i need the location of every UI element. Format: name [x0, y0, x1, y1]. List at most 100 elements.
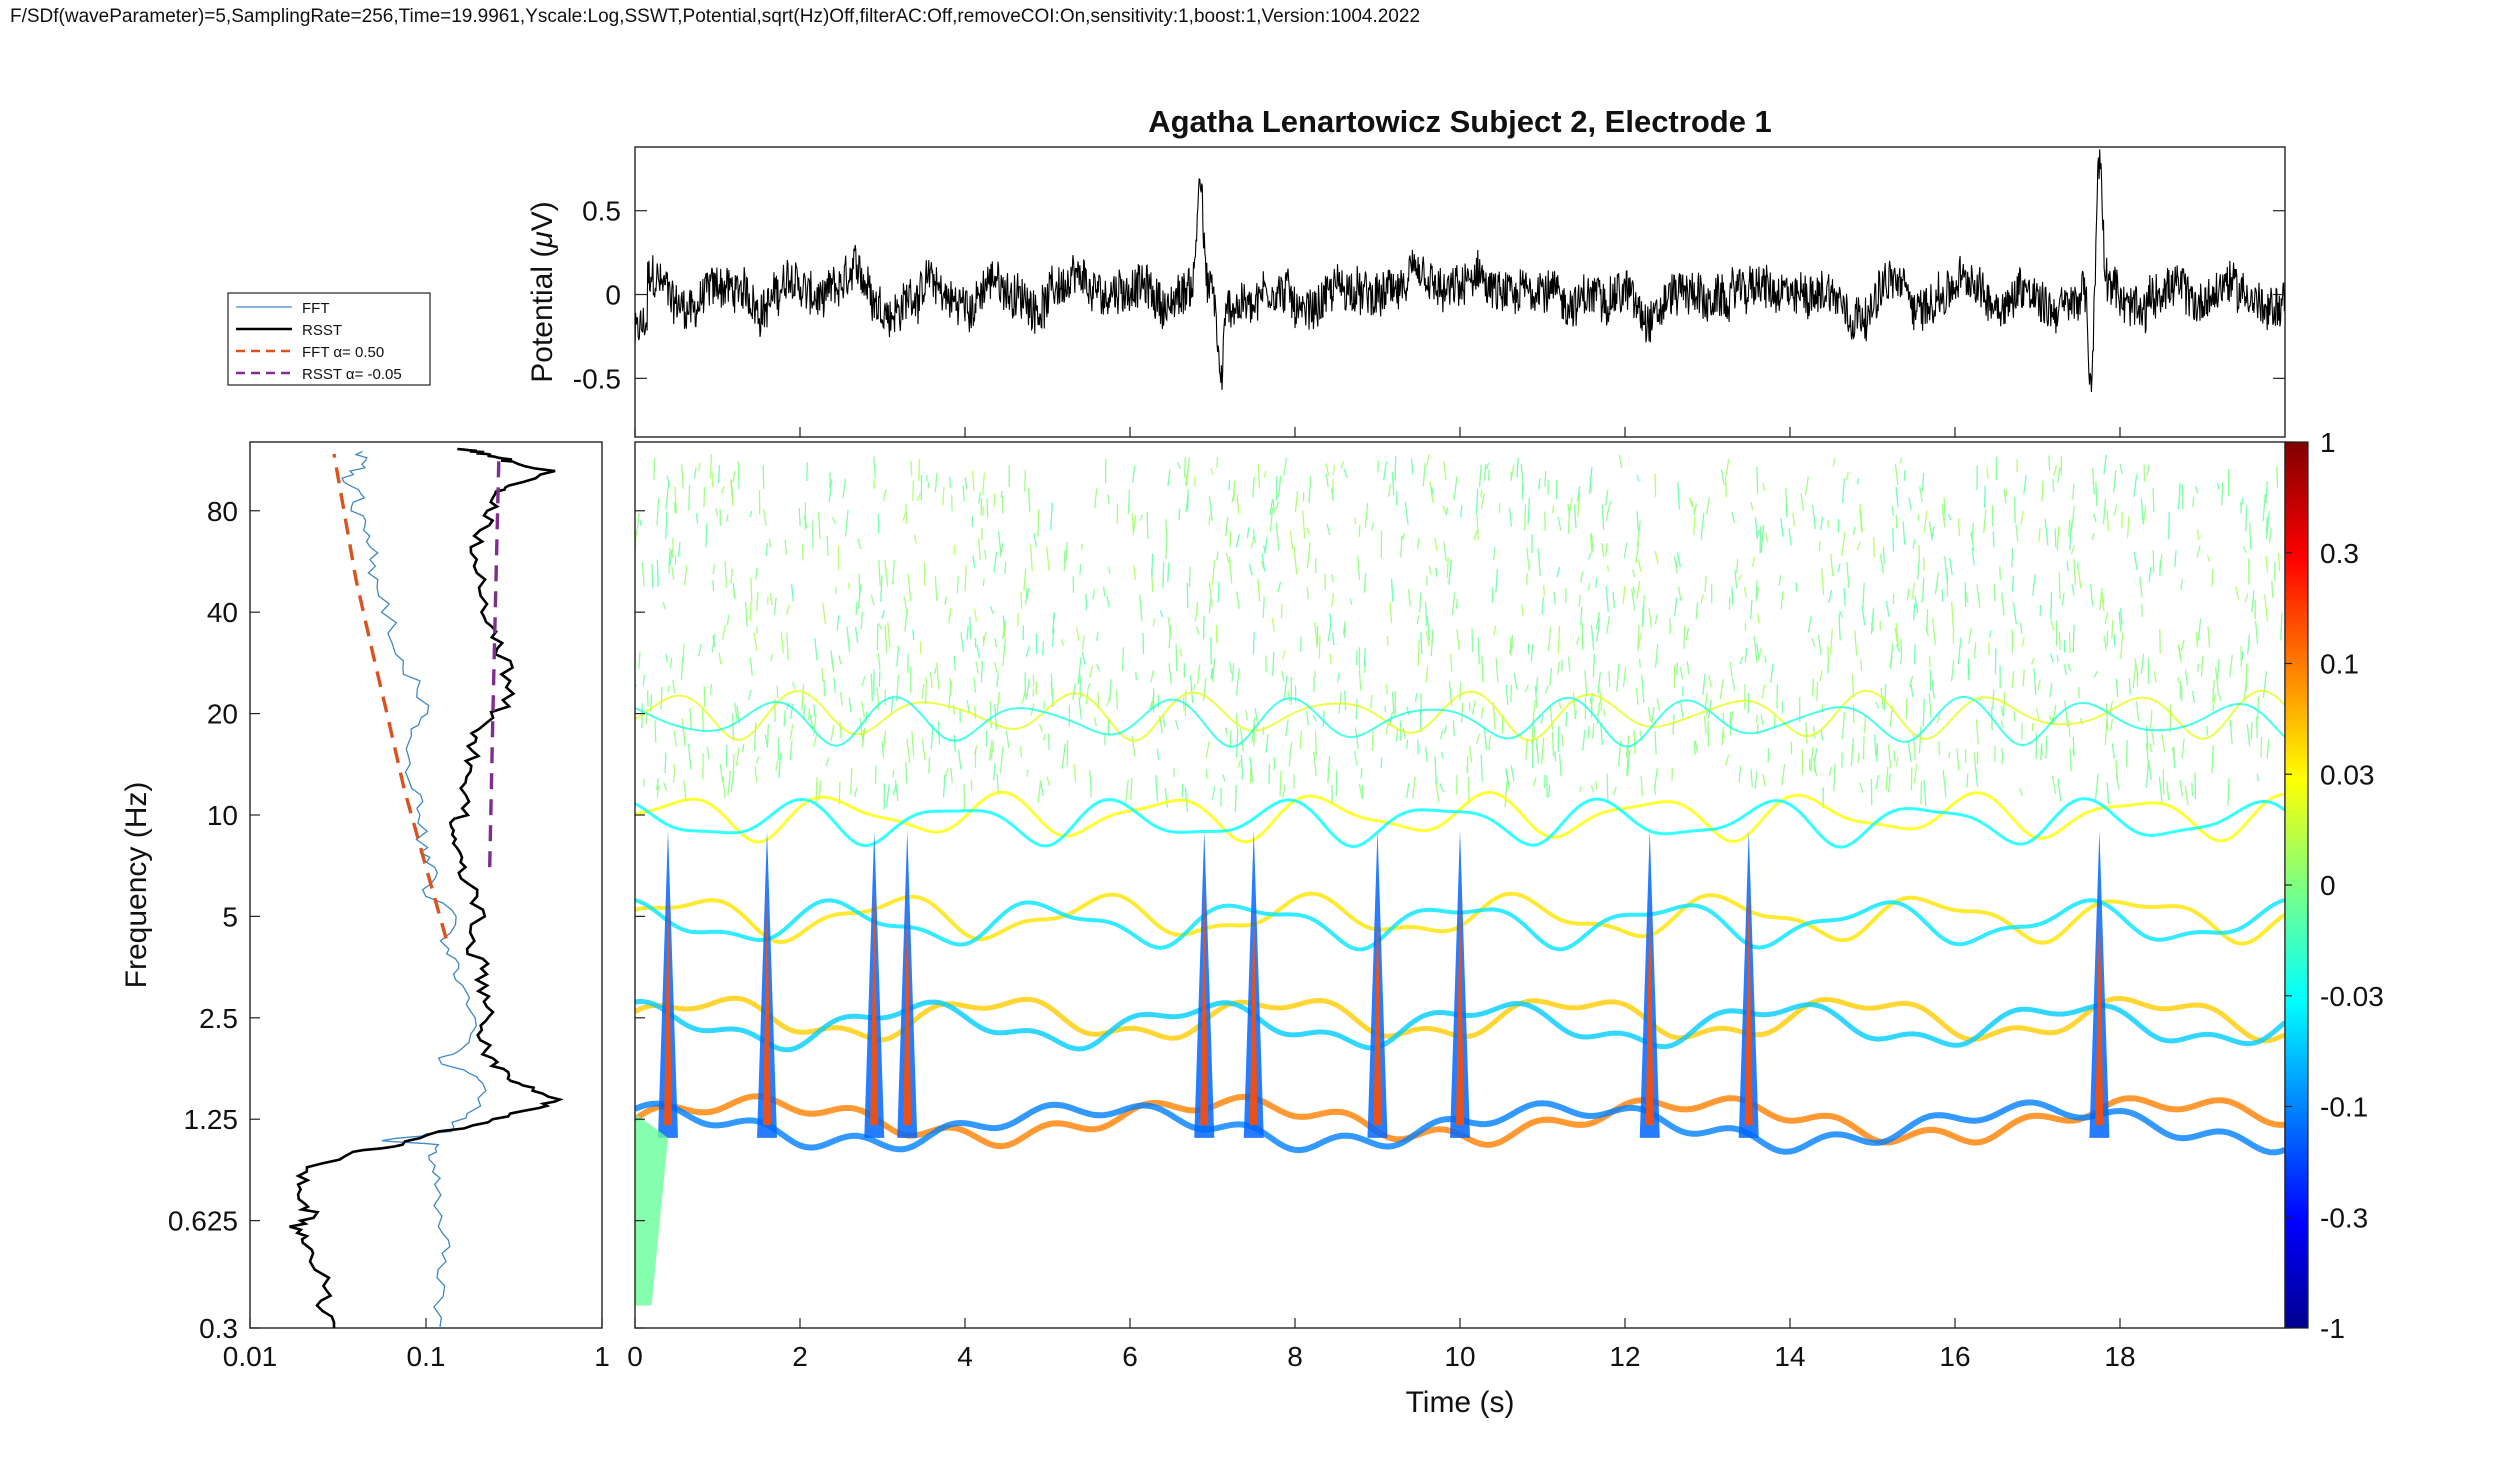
sswt-streak	[1132, 465, 1136, 483]
sswt-streak	[2181, 738, 2185, 759]
sswt-streak	[2169, 704, 2172, 733]
sswt-streak	[1906, 588, 1910, 600]
sswt-streak	[2032, 574, 2037, 596]
sswt-streak	[726, 614, 730, 626]
sswt-streak	[1608, 671, 1611, 687]
sswt-streak	[2143, 464, 2146, 482]
sswt-streak	[1677, 586, 1682, 602]
sswt-streak	[1306, 542, 1311, 569]
sswt-streak	[1567, 507, 1571, 534]
sswt-streak	[885, 784, 890, 807]
sswt-streak	[1612, 591, 1616, 609]
sswt-streak	[1900, 657, 1903, 664]
sswt-streak	[1390, 578, 1394, 602]
sswt-streak	[1239, 728, 1245, 752]
sswt-streak	[1811, 678, 1815, 696]
sswt-streak	[1561, 734, 1564, 748]
legend-label: RSST α= -0.05	[302, 366, 402, 383]
sswt-streak	[1986, 467, 1989, 479]
sswt-streak	[1061, 743, 1066, 769]
sswt-streak	[1107, 566, 1111, 575]
sswt-streak	[1001, 495, 1004, 514]
sswt-streak	[2264, 594, 2269, 622]
sswt-streak	[1579, 571, 1584, 583]
sswt-streak	[1005, 730, 1010, 749]
sswt-streak	[1442, 505, 1447, 515]
sswt-streak	[1025, 587, 1028, 605]
sswt-streak	[1926, 609, 1929, 632]
sswt-streak	[1626, 750, 1631, 776]
sswt-streak	[2040, 743, 2043, 756]
sswt-streak	[1234, 785, 1237, 812]
sswt-streak	[1526, 547, 1531, 572]
sswt-streak	[1928, 693, 1932, 719]
spectrum-xtick-label: 0.1	[407, 1341, 446, 1372]
sswt-streak	[1235, 668, 1240, 696]
legend: FFT RSST FFT α= 0.50 RSST α= -0.05	[227, 292, 431, 386]
sswt-burst-core	[870, 889, 879, 1126]
sswt-streak	[1957, 518, 1961, 537]
sswt-streak	[942, 774, 946, 798]
sswt-streak	[801, 684, 805, 711]
sswt-streak	[698, 643, 702, 657]
sswt-streak	[2251, 590, 2255, 613]
sswt-streak	[2056, 525, 2060, 551]
sswt-streak	[1371, 522, 1375, 531]
sswt-streak	[2011, 575, 2015, 592]
sswt-streak	[813, 704, 816, 717]
sswt-streak	[1605, 585, 1609, 613]
sswt-streak	[957, 749, 962, 770]
sswt-streak	[1540, 714, 1545, 724]
sswt-streak	[1759, 526, 1762, 554]
sswt-streak	[671, 566, 675, 580]
spectrum-xtick-label: 0.01	[223, 1341, 278, 1372]
sswt-streak	[1544, 470, 1547, 487]
sswt-xtick-label: 18	[2104, 1341, 2135, 1372]
sswt-streak	[1556, 566, 1561, 578]
sswt-streak	[2271, 580, 2274, 598]
spectrum-xtick-label: 1	[594, 1341, 610, 1372]
sswt-streak	[672, 679, 676, 694]
colorbar-tick-label: 1	[2320, 427, 2336, 458]
sswt-streak	[1622, 586, 1626, 604]
sswt-streak	[880, 575, 883, 603]
sswt-streak	[924, 677, 927, 705]
sswt-streak	[2126, 516, 2130, 538]
sswt-streak	[2057, 778, 2062, 802]
sswt-streak	[1504, 781, 1508, 808]
sswt-streak	[1760, 714, 1764, 726]
sswt-streak	[2090, 584, 2094, 606]
sswt-streak	[1654, 643, 1659, 668]
sswt-streak	[1885, 600, 1890, 617]
sswt-streak	[2180, 639, 2185, 652]
sswt-streak	[1302, 510, 1306, 539]
sswt-streak	[1287, 690, 1291, 702]
sswt-streak	[2262, 493, 2266, 522]
sswt-streak	[1523, 504, 1527, 531]
sswt-streak	[2038, 527, 2041, 543]
sswt-streak	[669, 657, 673, 669]
sswt-streak	[1676, 551, 1682, 568]
sswt-streak	[1289, 530, 1294, 550]
sswt-streak	[709, 454, 713, 479]
time-xlabel: Time (s)	[1406, 1386, 1515, 1419]
sswt-streak	[969, 616, 972, 640]
sswt-streak	[1925, 627, 1929, 637]
sswt-streak	[1944, 556, 1948, 583]
sswt-streak	[1106, 697, 1111, 707]
sswt-streak	[1231, 662, 1235, 682]
sswt-streak	[1252, 632, 1255, 655]
sswt-streak	[673, 502, 676, 514]
sswt-streak	[1162, 562, 1165, 588]
sswt-streak	[847, 582, 850, 590]
sswt-streak	[683, 565, 688, 586]
sswt-streak	[674, 486, 677, 514]
sswt-streak	[1312, 714, 1317, 722]
sswt-streak	[1623, 542, 1628, 559]
sswt-streak	[749, 510, 753, 518]
sswt-streak	[1922, 557, 1925, 571]
sswt-streak	[1537, 548, 1541, 577]
sswt-streak	[854, 627, 859, 643]
sswt-streak	[981, 472, 986, 495]
sswt-streak	[1580, 606, 1583, 625]
